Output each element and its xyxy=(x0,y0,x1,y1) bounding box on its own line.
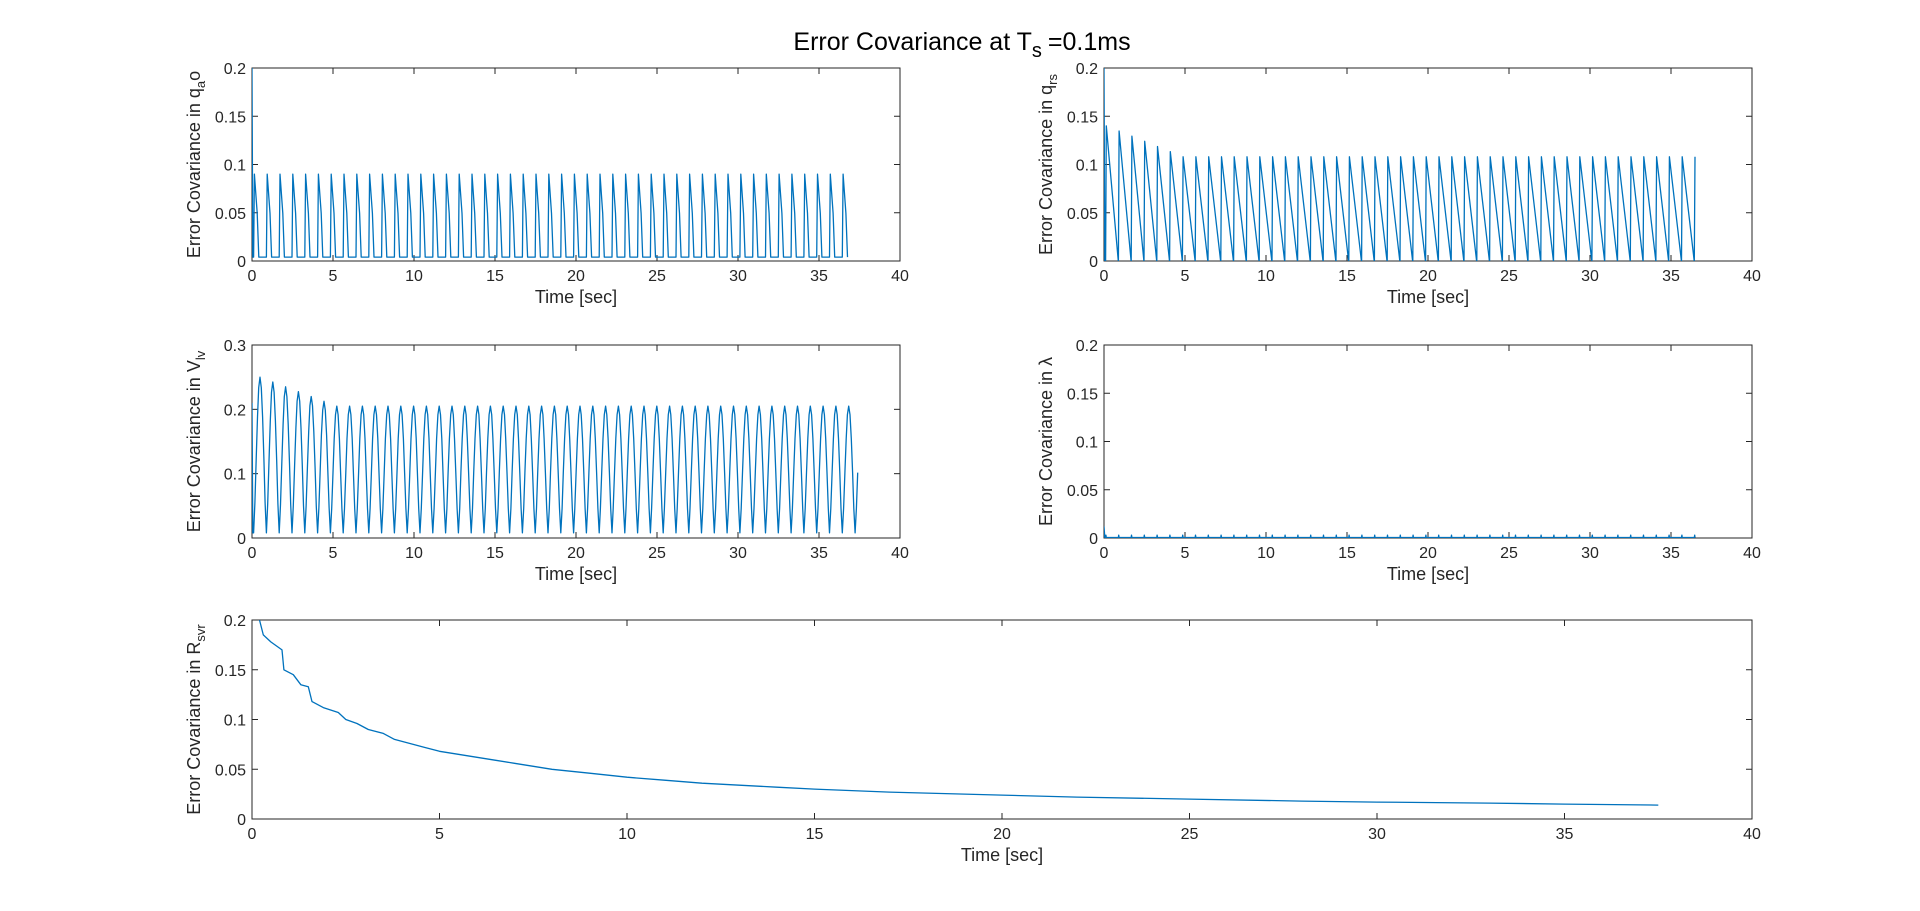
y-tick-label: 0 xyxy=(1089,254,1098,271)
x-tick-label: 40 xyxy=(1743,826,1761,843)
y-tick-label: 0.1 xyxy=(1076,435,1098,452)
y-tick-label: 0.05 xyxy=(215,206,246,223)
x-tick-label: 15 xyxy=(1338,268,1356,285)
y-tick-label: 0.15 xyxy=(1067,386,1098,403)
series-line xyxy=(1104,526,1696,538)
x-tick-label: 25 xyxy=(1500,268,1518,285)
x-tick-label: 5 xyxy=(329,545,338,562)
x-tick-label: 15 xyxy=(806,826,824,843)
y-tick-label: 0.3 xyxy=(224,338,246,355)
y-axis-label: Error Covariance in qao xyxy=(184,71,208,258)
x-tick-label: 5 xyxy=(435,826,444,843)
x-tick-label: 25 xyxy=(1500,545,1518,562)
x-tick-label: 20 xyxy=(993,826,1011,843)
x-tick-label: 20 xyxy=(567,545,585,562)
x-tick-label: 10 xyxy=(405,545,423,562)
y-tick-label: 0 xyxy=(237,254,246,271)
x-tick-label: 35 xyxy=(1662,268,1680,285)
y-tick-label: 0.15 xyxy=(215,109,246,126)
y-tick-label: 0.05 xyxy=(1067,483,1098,500)
y-tick-label: 0.05 xyxy=(215,762,246,779)
y-tick-label: 0.2 xyxy=(224,61,246,78)
y-tick-label: 0.2 xyxy=(224,402,246,419)
x-tick-label: 35 xyxy=(810,545,828,562)
y-tick-label: 0.2 xyxy=(224,613,246,630)
y-tick-label: 0 xyxy=(237,531,246,548)
x-tick-label: 30 xyxy=(729,268,747,285)
series-line xyxy=(252,376,859,534)
y-tick-label: 0.2 xyxy=(1076,61,1098,78)
plot-area xyxy=(251,619,1753,820)
x-tick-label: 30 xyxy=(1581,545,1599,562)
x-axis-label: Time [sec] xyxy=(1387,287,1469,307)
y-axis-label: Error Covariance in Rsvr xyxy=(184,624,208,815)
x-tick-label: 30 xyxy=(1368,826,1386,843)
x-tick-label: 35 xyxy=(1556,826,1574,843)
series-line xyxy=(1104,68,1696,261)
x-axis-label: Time [sec] xyxy=(535,564,617,584)
y-axis-label: Error Covariance in Vlv xyxy=(184,350,208,532)
y-tick-label: 0.2 xyxy=(1076,338,1098,355)
x-tick-label: 40 xyxy=(1743,545,1761,562)
y-tick-label: 0.1 xyxy=(1076,158,1098,175)
axes-vlv: 0 5 10 15 20 25 30 35 40 0 0.1 0.2 0.3 Time [sec] Erro… xyxy=(184,338,909,584)
y-tick-label: 0.15 xyxy=(215,663,246,680)
series-line xyxy=(258,620,1659,806)
x-tick-label: 5 xyxy=(1181,268,1190,285)
y-tick-label: 0.1 xyxy=(224,158,246,175)
x-tick-label: 10 xyxy=(618,826,636,843)
y-tick-label: 0.05 xyxy=(1067,206,1098,223)
x-tick-label: 5 xyxy=(1181,545,1190,562)
plot-area xyxy=(1103,67,1753,262)
y-axis-label: Error Covariance in qrs xyxy=(1036,74,1060,255)
x-tick-label: 10 xyxy=(1257,268,1275,285)
y-tick-label: 0.1 xyxy=(224,713,246,730)
series-line xyxy=(252,68,849,258)
x-tick-label: 20 xyxy=(1419,268,1437,285)
x-axis-label: Time [sec] xyxy=(1387,564,1469,584)
x-tick-label: 15 xyxy=(486,268,504,285)
figure-title: Error Covariance at Ts =0.1ms xyxy=(793,28,1130,62)
y-tick-label: 0.15 xyxy=(1067,109,1098,126)
x-tick-label: 5 xyxy=(329,268,338,285)
x-tick-label: 30 xyxy=(729,545,747,562)
x-tick-label: 30 xyxy=(1581,268,1599,285)
x-tick-label: 20 xyxy=(1419,545,1437,562)
x-tick-label: 25 xyxy=(648,545,666,562)
axes-qao: 0 5 10 15 20 25 30 35 40 0 0.05 0.1 0.15 0.2 Time [sec… xyxy=(184,61,909,307)
plot-area xyxy=(1103,344,1753,539)
x-axis-label: Time [sec] xyxy=(535,287,617,307)
x-tick-label: 15 xyxy=(486,545,504,562)
x-tick-label: 0 xyxy=(248,826,257,843)
x-tick-label: 0 xyxy=(248,268,257,285)
x-tick-label: 25 xyxy=(1181,826,1199,843)
x-axis-label: Time [sec] xyxy=(961,845,1043,865)
x-tick-label: 0 xyxy=(1100,268,1109,285)
y-tick-label: 0.1 xyxy=(224,467,246,484)
x-tick-label: 35 xyxy=(810,268,828,285)
axes-lambda: 0 5 10 15 20 25 30 35 40 0 0.05 0.1 0.15 0.2 Time [sec… xyxy=(1036,338,1761,584)
x-tick-label: 25 xyxy=(648,268,666,285)
x-tick-label: 10 xyxy=(1257,545,1275,562)
x-tick-label: 35 xyxy=(1662,545,1680,562)
x-tick-label: 15 xyxy=(1338,545,1356,562)
axes-rsvr: 0 5 10 15 20 25 30 35 40 0 0.05 0.1 0.15 0.2 Time [sec… xyxy=(184,613,1761,865)
y-axis-label: Error Covariance in λ xyxy=(1036,357,1056,526)
x-tick-label: 20 xyxy=(567,268,585,285)
axes-qrs: 0 5 10 15 20 25 30 35 40 0 0.05 0.1 0.15 0.2 Time [sec… xyxy=(1036,61,1761,307)
y-tick-label: 0 xyxy=(1089,531,1098,548)
x-tick-label: 40 xyxy=(891,268,909,285)
x-tick-label: 10 xyxy=(405,268,423,285)
plot-area xyxy=(251,67,901,262)
x-tick-label: 0 xyxy=(248,545,257,562)
x-tick-label: 40 xyxy=(1743,268,1761,285)
y-tick-label: 0 xyxy=(237,812,246,829)
x-tick-label: 40 xyxy=(891,545,909,562)
x-tick-label: 0 xyxy=(1100,545,1109,562)
